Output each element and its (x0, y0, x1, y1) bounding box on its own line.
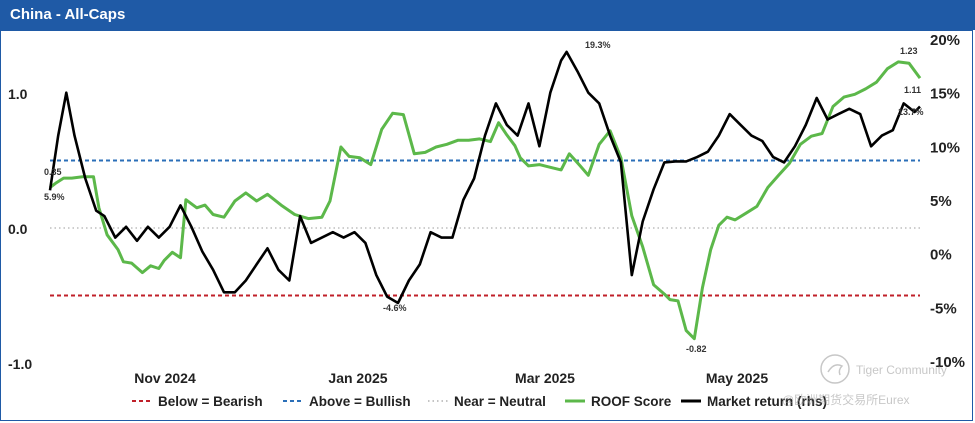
watermark-brand: Tiger Community (856, 363, 947, 377)
left-axis-tick-label: 1.0 (8, 86, 28, 102)
chart-legend: Below = Bearish Above = Bullish Near = N… (132, 394, 827, 409)
watermark-source: @欧洲期货交易所Eurex (782, 392, 910, 407)
legend-label-bullish: Above = Bullish (309, 394, 411, 409)
roof-low-data-label: -0.82 (686, 344, 707, 354)
tiger-logo-icon (820, 354, 850, 384)
right-axis-tick-label: 0% (930, 247, 952, 264)
right-axis-tick-label: -10% (930, 354, 965, 371)
market-high-data-label: 19.3% (585, 40, 611, 50)
legend-label-market-return: Market return (rhs) (707, 394, 827, 409)
right-axis-tick-label: 10% (930, 139, 960, 156)
market-low-data-label: -4.6% (383, 303, 407, 313)
roof-score-series-line (49, 60, 922, 341)
roof-end-data-label: 1.11 (904, 85, 921, 95)
left-axis-tick-label: 0.0 (8, 221, 28, 237)
right-axis-tick-label: 20% (930, 32, 960, 49)
right-axis-tick-label: -5% (930, 300, 957, 317)
right-axis-tick-label: 15% (930, 86, 960, 103)
x-axis-tick-label: Mar 2025 (515, 370, 575, 386)
market-start-data-label: 5.9% (44, 192, 65, 202)
legend-label-neutral: Near = Neutral (454, 394, 546, 409)
market-end-data-label: 13.7% (898, 107, 924, 117)
plot-border (0, 30, 973, 421)
x-axis-tick-label: May 2025 (706, 370, 768, 386)
x-axis-tick-label: Jan 2025 (328, 370, 387, 386)
right-axis-tick-label: 5% (930, 193, 952, 210)
chart-title: China - All-Caps (0, 0, 975, 30)
market-return-series-line (48, 50, 921, 305)
legend-label-bearish: Below = Bearish (158, 394, 263, 409)
roof-start-data-label: 0.35 (44, 167, 62, 177)
x-axis-tick-label: Nov 2024 (134, 370, 196, 386)
roof-high-data-label: 1.23 (900, 46, 918, 56)
tiger-logo-stroke (827, 364, 844, 376)
watermark: Tiger Community @欧洲期货交易所Eurex (782, 354, 947, 407)
left-axis-tick-label: -1.0 (8, 356, 32, 372)
legend-label-roof-score: ROOF Score (591, 394, 672, 409)
